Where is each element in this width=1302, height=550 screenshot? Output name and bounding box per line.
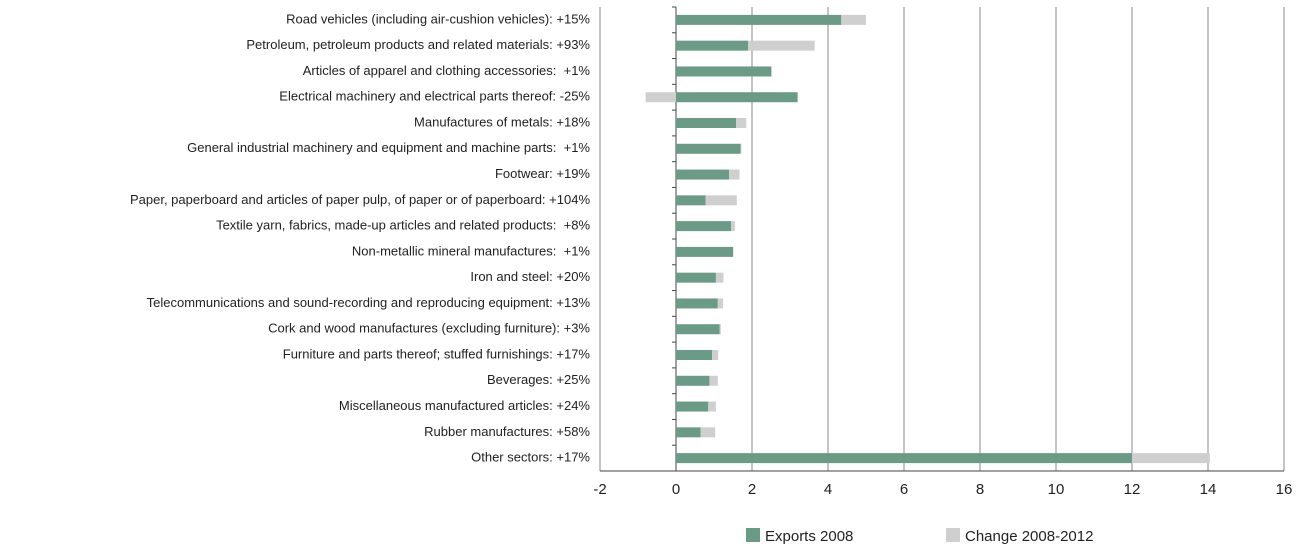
x-tick-label: 4	[824, 481, 832, 498]
y-tick-label: Cork and wood manufactures (excluding fu…	[268, 321, 590, 336]
bar	[676, 324, 720, 334]
y-tick-label: Beverages: +25%	[487, 372, 590, 387]
bar	[706, 195, 737, 205]
y-tick-label: Paper, paperboard and articles of paper …	[130, 192, 590, 207]
bar	[676, 427, 701, 437]
y-tick-label: Rubber manufactures: +58%	[424, 424, 590, 439]
bar	[771, 66, 772, 76]
y-tick-label: Non-metallic mineral manufactures: +1%	[352, 243, 591, 258]
bar	[646, 92, 676, 102]
x-tick-label: -2	[593, 481, 606, 498]
bar	[676, 350, 712, 360]
x-tick-label: 16	[1276, 481, 1293, 498]
bar	[841, 15, 866, 25]
y-tick-label: General industrial machinery and equipme…	[187, 140, 590, 155]
x-tick-label: 12	[1124, 481, 1141, 498]
y-tick-label: Textile yarn, fabrics, made-up articles …	[216, 218, 590, 233]
bar	[736, 118, 746, 128]
bar	[729, 170, 739, 180]
bar	[718, 298, 723, 308]
bar	[676, 92, 798, 102]
bar	[676, 41, 748, 51]
x-tick-label: 6	[900, 481, 908, 498]
bar	[676, 66, 771, 76]
y-tick-label: Telecommunications and sound-recording a…	[147, 295, 591, 310]
bar	[676, 144, 741, 154]
y-tick-label: Iron and steel: +20%	[470, 269, 590, 284]
y-tick-label: Furniture and parts thereof; stuffed fur…	[283, 346, 591, 361]
bar	[708, 402, 716, 412]
bar	[676, 15, 841, 25]
x-tick-label: 8	[976, 481, 984, 498]
bar	[701, 427, 715, 437]
y-tick-label: Footwear: +19%	[495, 166, 590, 181]
x-tick-label: 0	[672, 481, 680, 498]
bar	[676, 118, 736, 128]
x-tick-label: 14	[1200, 481, 1217, 498]
bar	[676, 453, 1132, 463]
bar	[676, 376, 709, 386]
y-tick-label: Road vehicles (including air-cushion veh…	[286, 11, 590, 26]
bar	[712, 350, 718, 360]
x-tick-label: 2	[748, 481, 756, 498]
bar	[676, 221, 731, 231]
bar	[720, 324, 721, 334]
bar	[676, 247, 733, 257]
bar	[709, 376, 717, 386]
bar	[676, 273, 716, 283]
bar	[741, 144, 742, 154]
bar	[1132, 453, 1210, 463]
y-tick-label: Petroleum, petroleum products and relate…	[246, 37, 590, 52]
bar	[748, 41, 815, 51]
bar	[731, 221, 735, 231]
y-tick-label: Articles of apparel and clothing accesso…	[303, 63, 591, 78]
y-tick-label: Other sectors: +17%	[471, 450, 590, 465]
legend-swatch	[946, 528, 960, 542]
y-tick-label: Electrical machinery and electrical part…	[279, 89, 590, 104]
bar	[676, 402, 708, 412]
bar	[716, 273, 724, 283]
legend-label: Change 2008-2012	[965, 528, 1093, 545]
legend-swatch	[746, 528, 760, 542]
legend-label: Exports 2008	[765, 528, 853, 545]
bar	[676, 298, 718, 308]
y-tick-label: Manufactures of metals: +18%	[414, 114, 590, 129]
bar	[676, 170, 729, 180]
y-tick-label: Miscellaneous manufactured articles: +24…	[339, 398, 591, 413]
x-tick-label: 10	[1048, 481, 1065, 498]
bar	[676, 195, 706, 205]
